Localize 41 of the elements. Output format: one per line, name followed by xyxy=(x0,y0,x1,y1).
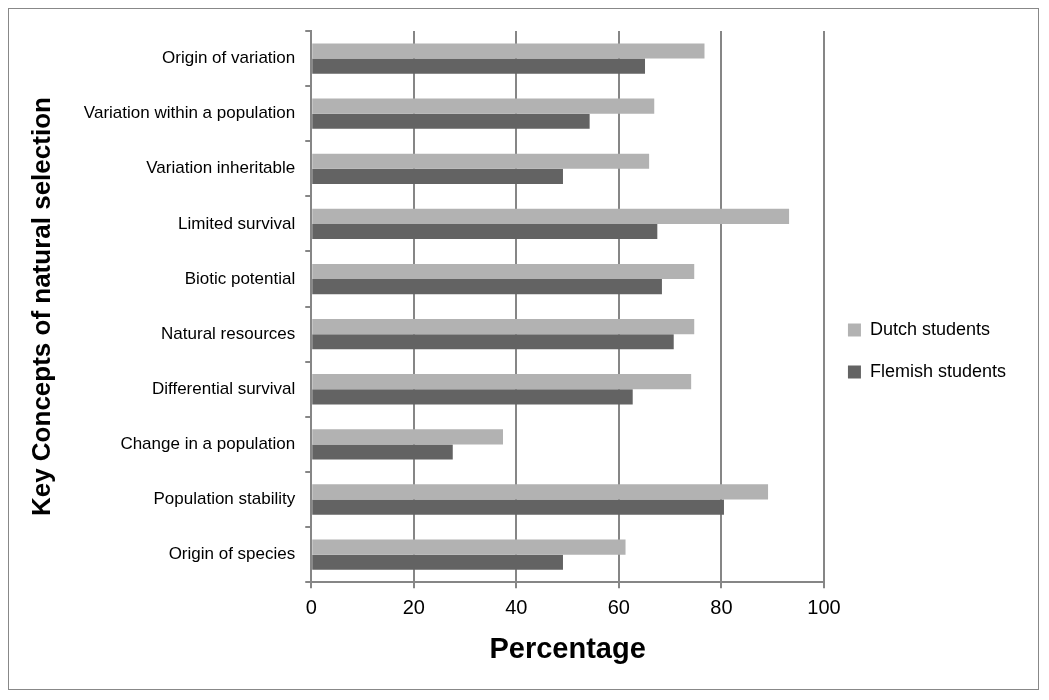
bar xyxy=(312,113,590,129)
y-tick-label: Biotic potential xyxy=(184,268,296,288)
chart-frame: Percentage Key Concepts of natural selection Dutch students Flemish students 0 20 40 60 80 100 Origin of variation Variation within a population Variation inheritable Limited survival Biotic potential Natural resources Differential survival Change in a population Population stability Origin of species xyxy=(8,8,1039,690)
y-tick-label: Differential survival xyxy=(151,378,296,398)
y-tick-label: Population stability xyxy=(153,489,296,509)
y-tick-label: Variation inheritable xyxy=(146,158,296,178)
y-tick-label: Origin of variation xyxy=(162,48,296,68)
legend-label: Dutch students xyxy=(869,318,991,339)
bar xyxy=(312,444,453,460)
bar xyxy=(312,43,705,59)
legend-label: Flemish students xyxy=(869,360,1007,381)
bar xyxy=(312,168,563,184)
bar xyxy=(312,263,695,280)
bar xyxy=(312,279,662,295)
bar xyxy=(312,429,503,445)
bar xyxy=(312,208,790,224)
bar xyxy=(312,334,674,350)
bar xyxy=(312,58,646,74)
bar xyxy=(312,98,655,114)
y-tick-label: Change in a population xyxy=(120,434,296,454)
x-tick-label: 60 xyxy=(607,595,630,618)
y-tick-label: Variation within a population xyxy=(83,103,296,123)
bar xyxy=(312,539,626,555)
bar xyxy=(312,389,633,405)
x-tick-label: 20 xyxy=(402,595,425,618)
y-tick-label: Limited survival xyxy=(178,213,296,233)
x-tick-label: 100 xyxy=(807,595,841,618)
x-tick-label: 40 xyxy=(505,595,528,618)
x-tick-label: 0 xyxy=(305,595,317,618)
x-axis-title: Percentage xyxy=(489,631,646,664)
bar xyxy=(312,554,563,570)
bar xyxy=(312,484,769,500)
bar xyxy=(312,499,724,515)
bar xyxy=(312,374,692,390)
y-tick-label: Natural resources xyxy=(161,323,296,343)
y-axis-title: Key Concepts of natural selection xyxy=(25,97,56,517)
y-tick-label: Origin of species xyxy=(168,544,296,564)
x-tick-label: 80 xyxy=(710,595,733,618)
bar xyxy=(312,223,658,240)
bar xyxy=(312,319,695,335)
bar xyxy=(312,153,650,169)
